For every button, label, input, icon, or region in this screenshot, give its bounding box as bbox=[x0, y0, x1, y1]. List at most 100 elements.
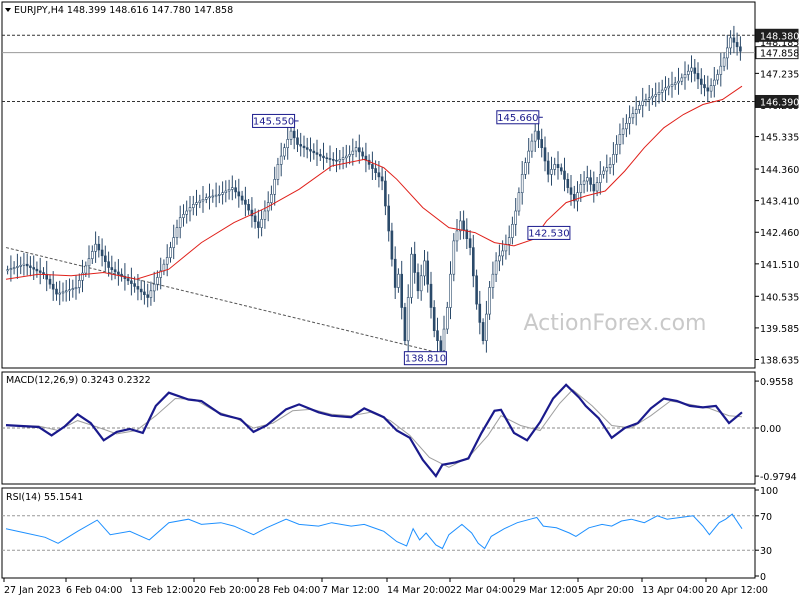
price-tick-label: 142.460 bbox=[760, 228, 799, 239]
candle-body bbox=[198, 200, 202, 204]
candle-body bbox=[709, 85, 713, 92]
candle-body bbox=[328, 158, 332, 160]
candle-body bbox=[729, 37, 732, 49]
price-tick-label: 138.635 bbox=[760, 356, 799, 367]
candle-body bbox=[38, 270, 42, 273]
macd-pane: 0.9558 0.00 -0.9794 MACD(12,26,9) 0.3243 0… bbox=[1, 371, 797, 485]
candle-body bbox=[696, 73, 700, 80]
candle-body bbox=[162, 263, 166, 272]
candle-body bbox=[413, 253, 417, 273]
candle-body bbox=[211, 195, 215, 198]
candle-body bbox=[680, 77, 684, 82]
candle-body bbox=[338, 159, 342, 162]
candle-body bbox=[260, 219, 263, 228]
candle-body bbox=[87, 258, 91, 267]
candle-body bbox=[465, 229, 469, 240]
candle-body bbox=[393, 258, 397, 288]
candle-body bbox=[377, 172, 381, 178]
candle-body bbox=[664, 87, 667, 91]
price-label-text: 145.660 bbox=[497, 113, 538, 124]
candle-body bbox=[478, 303, 482, 323]
candle-body bbox=[374, 168, 377, 173]
candle-body bbox=[677, 80, 680, 84]
candle-body bbox=[566, 179, 570, 188]
price-pane: ActionForex.com 145.550 145.660 142.530 138… bbox=[1, 1, 799, 369]
candle-body bbox=[289, 130, 293, 140]
candle-body bbox=[32, 267, 36, 270]
candle-body bbox=[97, 243, 101, 251]
candle-body bbox=[452, 240, 456, 275]
candle-body bbox=[449, 273, 452, 308]
watermark: ActionForex.com bbox=[524, 311, 707, 336]
rsi-tick-label: 0 bbox=[760, 572, 766, 583]
price-label-text: 142.530 bbox=[528, 228, 569, 239]
candle-body bbox=[91, 251, 94, 259]
candle-body bbox=[182, 214, 185, 218]
candle-body bbox=[485, 313, 488, 342]
candle-body bbox=[146, 294, 149, 298]
candle-body bbox=[725, 47, 729, 59]
candle-body bbox=[546, 160, 550, 175]
candle-body bbox=[165, 257, 169, 265]
candle-body bbox=[703, 84, 706, 89]
candle-body bbox=[29, 265, 32, 268]
candle-body bbox=[533, 130, 537, 142]
candle-body bbox=[104, 255, 107, 262]
candle-body bbox=[612, 154, 615, 165]
annotation-layer: 145.550 145.660 142.530 138.810 bbox=[252, 110, 571, 366]
candle-body bbox=[387, 205, 391, 232]
candle-body bbox=[247, 204, 250, 211]
candle-body bbox=[462, 220, 465, 231]
candle-body bbox=[55, 288, 58, 295]
candle-body bbox=[263, 210, 267, 220]
candle-body bbox=[240, 195, 244, 201]
candle-body bbox=[279, 155, 283, 165]
candle-body bbox=[641, 100, 645, 106]
rsi-line bbox=[5, 513, 743, 550]
candle-body bbox=[426, 260, 430, 285]
candle-body bbox=[543, 147, 547, 162]
time-tick-label: 6 Feb 04:00 bbox=[66, 585, 122, 596]
candle-body bbox=[286, 139, 290, 148]
candle-body bbox=[455, 230, 459, 242]
candle-body bbox=[739, 46, 742, 52]
candle-body bbox=[400, 273, 404, 308]
candle-body bbox=[237, 191, 241, 197]
candle-body bbox=[397, 273, 400, 288]
price-tick-label: 147.235 bbox=[760, 69, 799, 80]
candle-body bbox=[498, 255, 501, 262]
candle-body bbox=[81, 272, 84, 281]
candle-body bbox=[133, 283, 136, 287]
candle-body bbox=[569, 187, 573, 195]
candle-body bbox=[22, 263, 26, 266]
candle-body bbox=[335, 159, 338, 162]
level-badge-label: 148.380 bbox=[760, 31, 799, 42]
candle-body bbox=[71, 288, 75, 291]
price-tick-label: 145.335 bbox=[760, 133, 799, 144]
candle-body bbox=[299, 144, 303, 147]
candle-body bbox=[143, 291, 146, 295]
candle-body bbox=[380, 176, 384, 182]
candle-body bbox=[582, 180, 586, 185]
candle-body bbox=[660, 89, 664, 93]
price-tick-label: 140.535 bbox=[760, 292, 799, 303]
time-axis: 27 Jan 2023 6 Feb 04:00 13 Feb 12:00 20 Feb… bbox=[3, 578, 768, 596]
price-label-text: 145.550 bbox=[253, 116, 294, 127]
candle-body bbox=[357, 147, 361, 153]
candle-body bbox=[690, 67, 693, 72]
candle-body bbox=[19, 264, 23, 267]
candle-body bbox=[699, 78, 703, 85]
candle-body bbox=[94, 243, 97, 252]
candle-body bbox=[331, 159, 335, 161]
candle-body bbox=[201, 199, 205, 202]
candle-body bbox=[712, 79, 716, 86]
candle-body bbox=[670, 84, 674, 87]
time-tick-label: 20 Apr 12:00 bbox=[706, 585, 768, 596]
candle-body bbox=[429, 283, 433, 308]
candle-body bbox=[218, 194, 221, 196]
moving-average-line bbox=[5, 85, 743, 280]
candle-body bbox=[706, 87, 710, 92]
candle-body bbox=[439, 340, 443, 352]
candle-body bbox=[589, 177, 592, 185]
candle-body bbox=[110, 267, 114, 271]
